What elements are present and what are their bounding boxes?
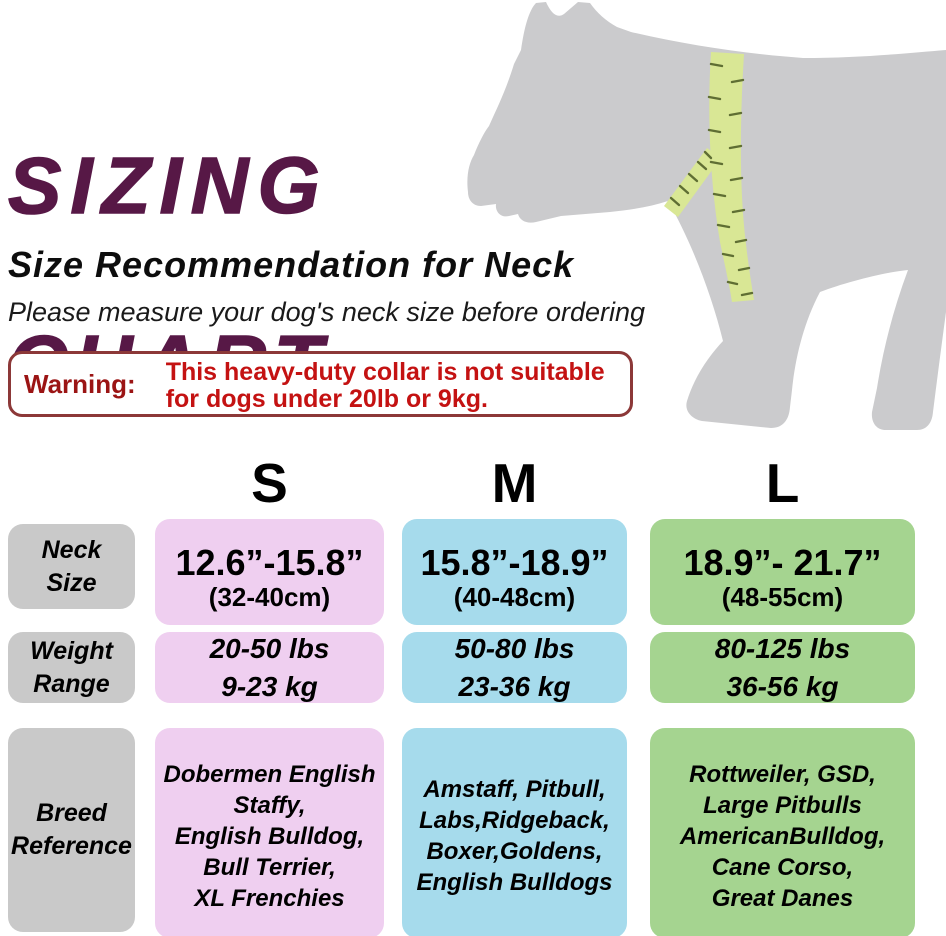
- warning-text: This heavy-duty collar is not suitable f…: [165, 358, 605, 413]
- weight-kg-s: 9-23 kg: [221, 670, 318, 702]
- neck-size-inches-s: 12.6”-15.8”: [175, 541, 364, 583]
- weight-lbs-m: 50-80 lbs: [454, 632, 575, 664]
- cell-neck-size-m: 15.8”-18.9” (40-48cm): [402, 519, 627, 625]
- warning-label: Warning:: [24, 369, 136, 399]
- size-column-header-s: S: [251, 452, 288, 514]
- cell-weight-l: 80-125 lbs 36-56 kg: [650, 632, 915, 703]
- dog-silhouette-illustration: [467, 2, 946, 430]
- cell-neck-size-l: 18.9”- 21.7” (48-55cm): [650, 519, 915, 625]
- subtitle: Size Recommendation for Neck: [8, 244, 575, 285]
- neck-size-cm-m: (40-48cm): [453, 581, 576, 612]
- row-label-breed-reference: Breed Reference: [8, 728, 135, 932]
- measure-note: Please measure your dog's neck size befo…: [8, 297, 646, 327]
- page-title-line1: SIZING: [7, 140, 329, 231]
- neck-size-cm-l: (48-55cm): [721, 581, 844, 612]
- row-label-neck-size: Neck Size: [8, 524, 135, 609]
- cell-weight-m: 50-80 lbs 23-36 kg: [402, 632, 627, 703]
- weight-lbs-l: 80-125 lbs: [714, 632, 851, 664]
- cell-breeds-s: Dobermen English Staffy, English Bulldog…: [155, 728, 384, 936]
- weight-lbs-s: 20-50 lbs: [209, 632, 330, 664]
- weight-kg-m: 23-36 kg: [458, 670, 571, 702]
- measuring-tape-neck: [664, 148, 721, 217]
- cell-weight-s: 20-50 lbs 9-23 kg: [155, 632, 384, 703]
- dog-body-silhouette: [467, 2, 946, 430]
- neck-size-cm-s: (32-40cm): [208, 581, 331, 612]
- weight-kg-l: 36-56 kg: [726, 670, 839, 702]
- cell-breeds-l: Rottweiler, GSD, Large Pitbulls American…: [650, 728, 915, 936]
- warning-box: Warning: This heavy-duty collar is not s…: [8, 351, 633, 417]
- neck-size-inches-l: 18.9”- 21.7”: [683, 541, 882, 583]
- tape-tick-marks: [669, 62, 754, 297]
- cell-neck-size-s: 12.6”-15.8” (32-40cm): [155, 519, 384, 625]
- cell-breeds-m: Amstaff, Pitbull, Labs,Ridgeback, Boxer,…: [402, 728, 627, 936]
- row-label-weight-range: Weight Range: [8, 632, 135, 703]
- size-column-header-l: L: [765, 452, 800, 514]
- neck-size-inches-m: 15.8”-18.9”: [420, 541, 609, 583]
- size-column-header-m: M: [491, 452, 538, 514]
